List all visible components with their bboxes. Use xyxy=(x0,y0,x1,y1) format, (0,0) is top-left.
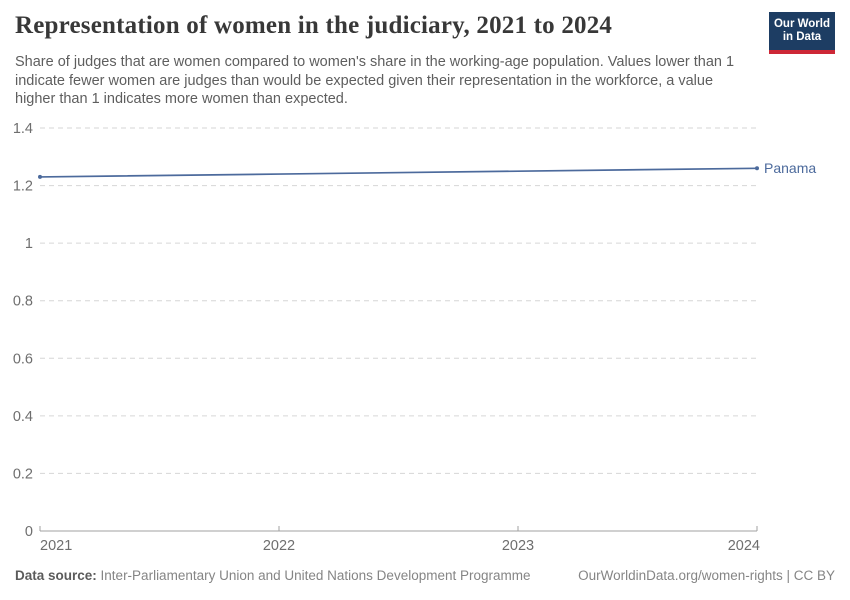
line-chart: 0 0.2 0.4 0.6 0.8 1 1.2 1.4 2021 2022 2023 2024 Pana… xyxy=(13,121,817,554)
y-tick-label: 0 xyxy=(25,524,33,540)
x-tick-label: 2023 xyxy=(502,538,534,554)
x-tick-label: 2021 xyxy=(40,538,72,554)
owid-logo-line1: Our World xyxy=(773,18,830,30)
owid-logo-line2: in Data xyxy=(782,31,822,43)
y-tick-label: 0.4 xyxy=(13,409,33,425)
x-tick-label: 2024 xyxy=(728,538,760,554)
owid-logo[interactable]: Our World in Data xyxy=(769,12,835,54)
y-tick-label: 0.8 xyxy=(13,294,33,310)
y-tick-label: 1.2 xyxy=(13,179,33,195)
x-tick-label: 2022 xyxy=(263,538,295,554)
chart-footer: Data source: Inter-Parliamentary Union a… xyxy=(15,568,835,583)
y-tick-label: 1 xyxy=(25,236,33,252)
data-source-label: Data source: xyxy=(15,568,97,583)
chart-title: Representation of women in the judiciary… xyxy=(15,12,613,39)
footer-link[interactable]: OurWorldinData.org/women-rights | CC BY xyxy=(578,568,835,583)
y-tick-label: 0.2 xyxy=(13,466,33,482)
series-label-panama[interactable]: Panama xyxy=(764,160,816,176)
y-tick-label: 0.6 xyxy=(13,351,33,367)
y-tick-label: 1.4 xyxy=(13,121,33,137)
chart-subtitle: Share of judges that are women compared … xyxy=(15,54,735,107)
series-start-point xyxy=(38,174,42,179)
data-source-text: Inter-Parliamentary Union and United Nat… xyxy=(100,568,531,583)
data-source: Data source: Inter-Parliamentary Union a… xyxy=(15,568,531,583)
series-line-panama[interactable] xyxy=(39,167,758,178)
series-end-point xyxy=(755,166,759,171)
